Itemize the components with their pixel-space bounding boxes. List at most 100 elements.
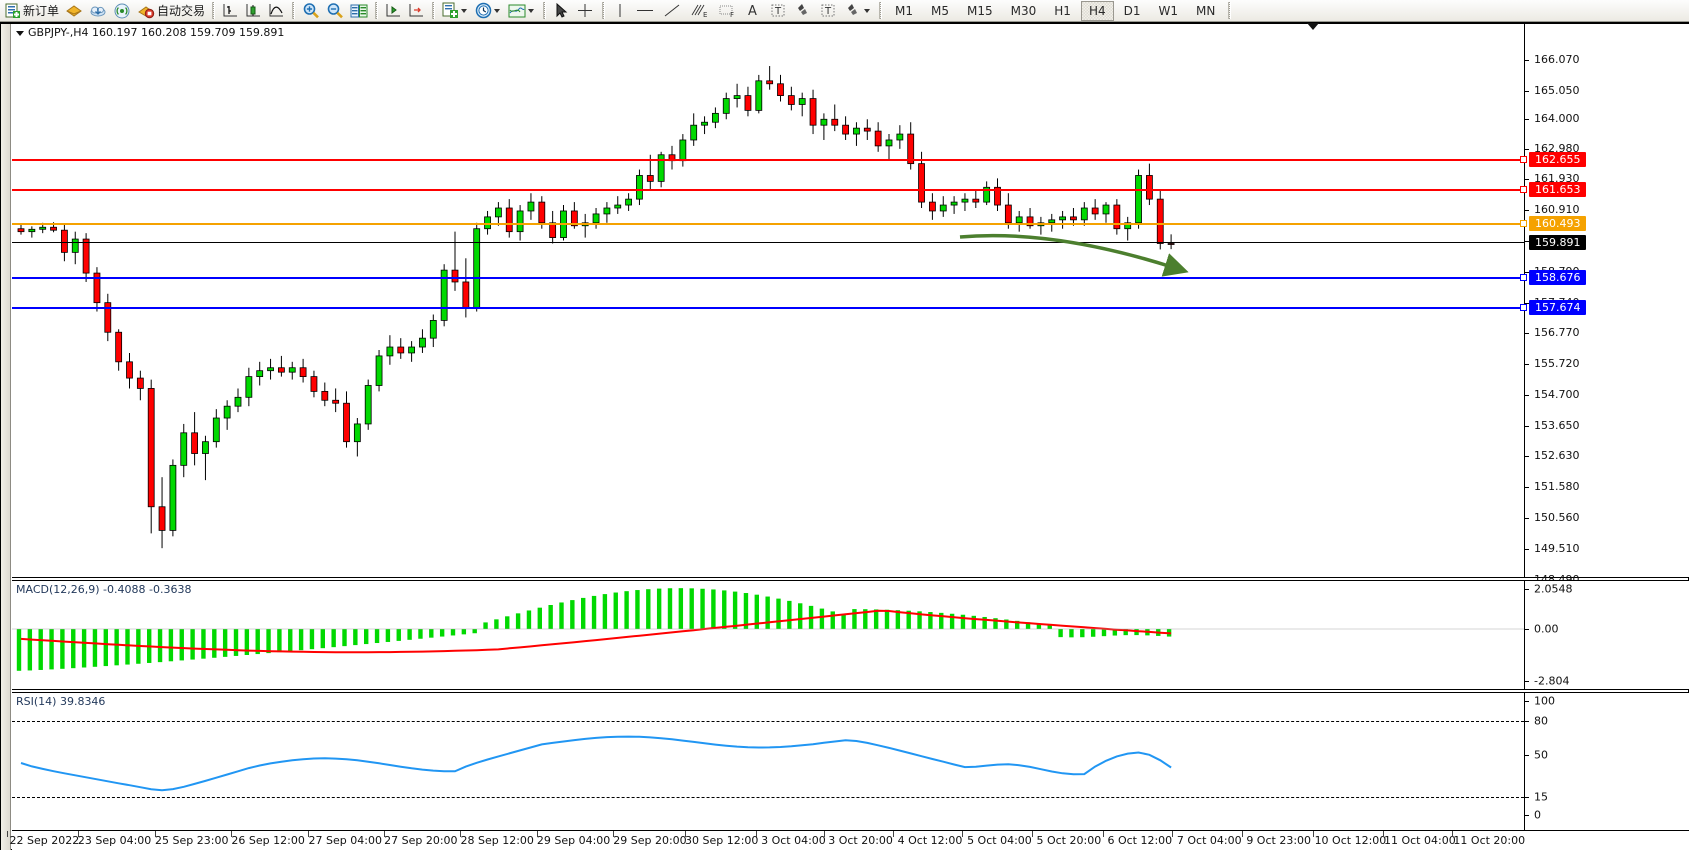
- objects-list-button-2[interactable]: [842, 1, 874, 21]
- rsi-pane[interactable]: RSI(14) 39.8346 100 80 50 15 0: [12, 692, 1689, 830]
- pivot-line[interactable]: [12, 223, 1524, 225]
- indicators-button[interactable]: [440, 1, 471, 21]
- equidistant-channel-icon: F: [719, 5, 734, 19]
- indicators-icon: [442, 2, 459, 18]
- level-handle-icon[interactable]: [1520, 304, 1527, 311]
- timeframe-m15[interactable]: M15: [967, 3, 993, 18]
- chart-shift-button[interactable]: [383, 1, 404, 21]
- timeframe-m30[interactable]: M30: [1010, 3, 1037, 18]
- time-axis-label: 7 Oct 04:00: [1176, 834, 1242, 847]
- text-label-icon: T: [821, 4, 835, 17]
- trendline-button[interactable]: [660, 1, 684, 21]
- objects-list-button[interactable]: [792, 1, 814, 21]
- text-label-button[interactable]: T: [766, 1, 790, 21]
- timeframe-m5[interactable]: M5: [931, 3, 950, 18]
- level-handle-icon[interactable]: [1520, 220, 1527, 227]
- time-axis-label: 3 Oct 04:00: [761, 834, 826, 847]
- timeframe-m1[interactable]: M1: [895, 3, 914, 18]
- time-axis-separator: [1452, 831, 1454, 837]
- level-handle-icon[interactable]: [1520, 186, 1527, 193]
- macd-tick-label: 0.00: [1534, 622, 1559, 636]
- resistance-lower-line[interactable]: [12, 189, 1524, 191]
- timeframe-h4[interactable]: H4: [1080, 0, 1114, 21]
- bar-chart-button[interactable]: [220, 1, 241, 21]
- price-chip-resistance-lower[interactable]: 161.653: [1520, 182, 1586, 197]
- level-handle-icon[interactable]: [1520, 274, 1527, 281]
- zoom-out-button[interactable]: [324, 1, 346, 21]
- chevron-down-icon[interactable]: [864, 8, 871, 13]
- time-axis-separator: [7, 831, 9, 837]
- toolbar-separator: [543, 2, 547, 19]
- horizontal-line-button[interactable]: [632, 1, 658, 21]
- macd-pane[interactable]: MACD(12,26,9) -0.4088 -0.3638 2.0548 0.00…: [12, 580, 1689, 690]
- support-lower-line[interactable]: [12, 307, 1524, 309]
- time-axis-separator: [77, 831, 79, 837]
- equidistant-channel-button[interactable]: F: [714, 1, 740, 21]
- resistance-upper-line[interactable]: [12, 159, 1524, 161]
- toolbar-separator: [375, 2, 379, 19]
- autotrading-icon: [138, 5, 155, 18]
- time-axis-separator: [460, 831, 462, 837]
- macd-tick-label: -2.804: [1534, 674, 1570, 688]
- time-axis-separator: [1031, 831, 1033, 837]
- objects-list-icon: [798, 4, 808, 15]
- timeframe-d1[interactable]: D1: [1123, 3, 1141, 18]
- crosshair-icon: [578, 4, 593, 17]
- timeframe-mn[interactable]: MN: [1196, 3, 1216, 18]
- autotrading-button[interactable]: 自动交易: [135, 1, 207, 21]
- rsi-plot-area[interactable]: RSI(14) 39.8346: [12, 693, 1524, 830]
- periods-icon: [475, 2, 492, 19]
- autoscroll-button[interactable]: [406, 1, 427, 21]
- time-axis-label: 5 Oct 04:00: [967, 834, 1032, 847]
- cloud-icon: [90, 6, 106, 16]
- chevron-down-icon[interactable]: [461, 8, 468, 13]
- crosshair-button[interactable]: [573, 1, 597, 21]
- price-chip-resistance-upper[interactable]: 162.655: [1520, 152, 1586, 167]
- candlestick-chart-button[interactable]: [243, 1, 264, 21]
- periods-button[interactable]: [473, 1, 504, 21]
- expert-advisors-button[interactable]: [63, 1, 85, 21]
- templates-button[interactable]: [506, 1, 538, 21]
- time-axis-separator: [383, 831, 385, 837]
- last-price-line: [12, 242, 1524, 243]
- chart-shift-icon: [386, 4, 401, 17]
- time-axis-label: 5 Oct 20:00: [1036, 834, 1102, 847]
- expert-advisors-icon: [66, 4, 82, 17]
- rsi-tick-label: 50: [1534, 748, 1548, 762]
- time-axis-label: 11 Oct 20:00: [1453, 834, 1526, 847]
- time-axis[interactable]: 22 Sep 2022 23 Sep 04:00 25 Sep 23:00 26 Se…: [7, 830, 1689, 850]
- text-label-button-2[interactable]: T: [816, 1, 840, 21]
- new-order-button[interactable]: 新订单: [3, 1, 61, 21]
- time-axis-label: 4 Oct 12:00: [897, 834, 963, 847]
- text-button[interactable]: A: [742, 1, 764, 21]
- price-plot-area[interactable]: GBPJPY-,H4 160.197 160.208 159.709 159.8…: [12, 24, 1524, 577]
- time-axis-separator: [684, 831, 686, 837]
- zoom-in-button[interactable]: [300, 1, 322, 21]
- cloud-button[interactable]: [87, 1, 109, 21]
- cursor-button[interactable]: [551, 1, 571, 21]
- level-handle-icon[interactable]: [1520, 156, 1527, 163]
- price-chip-last-price[interactable]: 159.891: [1529, 235, 1586, 250]
- timeframe-w1[interactable]: W1: [1158, 3, 1179, 18]
- timeframe-h1[interactable]: H1: [1054, 3, 1071, 18]
- price-chip-support-lower[interactable]: 157.674: [1520, 300, 1586, 315]
- chevron-down-icon[interactable]: [494, 8, 501, 13]
- price-scale[interactable]: 166.070 165.050 164.000 162.980 161.930 160.9…: [1520, 24, 1689, 586]
- price-chip-pivot[interactable]: 160.493: [1520, 216, 1586, 231]
- fibonacci-retracement-button[interactable]: E: [686, 1, 712, 21]
- svg-text:F: F: [730, 11, 734, 19]
- price-chip-support-upper[interactable]: 158.676: [1520, 270, 1586, 285]
- macd-plot-area[interactable]: MACD(12,26,9) -0.4088 -0.3638: [12, 581, 1524, 689]
- chevron-down-icon[interactable]: [528, 8, 535, 13]
- time-axis-label: 10 Oct 12:00: [1314, 834, 1387, 847]
- chart-shift-marker[interactable]: [1307, 23, 1319, 30]
- left-scrollbar[interactable]: [1, 24, 11, 850]
- line-chart-button[interactable]: [266, 1, 287, 21]
- toolbar-separator: [292, 2, 296, 19]
- price-pane[interactable]: GBPJPY-,H4 160.197 160.208 159.709 159.8…: [12, 24, 1689, 586]
- vertical-line-button[interactable]: [610, 1, 630, 21]
- chart-menu-caret-icon[interactable]: [16, 30, 24, 36]
- signals-button[interactable]: [111, 1, 133, 21]
- support-upper-line[interactable]: [12, 277, 1524, 279]
- data-window-button[interactable]: [348, 1, 370, 21]
